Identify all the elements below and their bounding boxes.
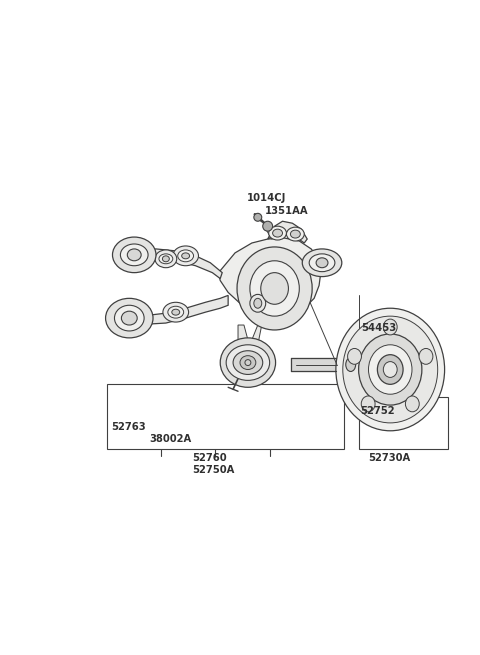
Ellipse shape — [172, 309, 180, 315]
Ellipse shape — [162, 256, 169, 262]
Text: 38002A: 38002A — [149, 434, 192, 443]
Ellipse shape — [377, 354, 403, 384]
Ellipse shape — [316, 258, 328, 268]
Ellipse shape — [168, 307, 184, 318]
Ellipse shape — [233, 350, 263, 375]
Bar — [107, 384, 344, 449]
Polygon shape — [238, 325, 262, 363]
Ellipse shape — [348, 348, 361, 364]
Ellipse shape — [287, 227, 304, 241]
Ellipse shape — [261, 272, 288, 305]
Text: 52763: 52763 — [111, 422, 146, 432]
Text: 52752: 52752 — [360, 406, 395, 416]
Ellipse shape — [384, 319, 397, 335]
Text: 52730A: 52730A — [369, 453, 411, 464]
Polygon shape — [139, 249, 222, 278]
Ellipse shape — [273, 229, 283, 237]
Ellipse shape — [336, 309, 444, 431]
Bar — [359, 397, 447, 449]
Ellipse shape — [369, 345, 412, 394]
Ellipse shape — [163, 303, 189, 322]
Ellipse shape — [240, 356, 256, 369]
Ellipse shape — [226, 345, 270, 381]
Ellipse shape — [173, 246, 199, 266]
Ellipse shape — [254, 214, 262, 221]
Ellipse shape — [250, 261, 300, 316]
Ellipse shape — [245, 360, 251, 365]
Ellipse shape — [309, 254, 335, 272]
Polygon shape — [133, 295, 228, 324]
Ellipse shape — [127, 249, 141, 261]
Ellipse shape — [159, 254, 173, 264]
Ellipse shape — [359, 334, 422, 405]
Text: 52750A: 52750A — [192, 465, 235, 476]
Ellipse shape — [250, 294, 266, 312]
Ellipse shape — [220, 338, 276, 387]
Text: 1351AA: 1351AA — [264, 206, 308, 216]
Ellipse shape — [106, 298, 153, 338]
Text: 1014CJ: 1014CJ — [247, 193, 286, 202]
Ellipse shape — [290, 230, 300, 238]
Ellipse shape — [121, 311, 137, 325]
Ellipse shape — [112, 237, 156, 272]
Ellipse shape — [346, 358, 356, 371]
Ellipse shape — [343, 316, 438, 423]
Ellipse shape — [302, 249, 342, 276]
Ellipse shape — [254, 298, 262, 309]
Ellipse shape — [178, 250, 193, 262]
Polygon shape — [268, 221, 307, 243]
Ellipse shape — [182, 253, 190, 259]
Ellipse shape — [114, 305, 144, 331]
Polygon shape — [218, 238, 321, 318]
Ellipse shape — [155, 250, 177, 268]
Ellipse shape — [263, 221, 273, 231]
Ellipse shape — [406, 396, 419, 412]
Ellipse shape — [120, 244, 148, 266]
Ellipse shape — [361, 396, 375, 412]
Text: 54453: 54453 — [361, 323, 396, 333]
Ellipse shape — [237, 247, 312, 330]
Ellipse shape — [269, 226, 287, 240]
Ellipse shape — [384, 362, 397, 377]
Text: 52760: 52760 — [192, 453, 227, 464]
Ellipse shape — [419, 348, 433, 364]
